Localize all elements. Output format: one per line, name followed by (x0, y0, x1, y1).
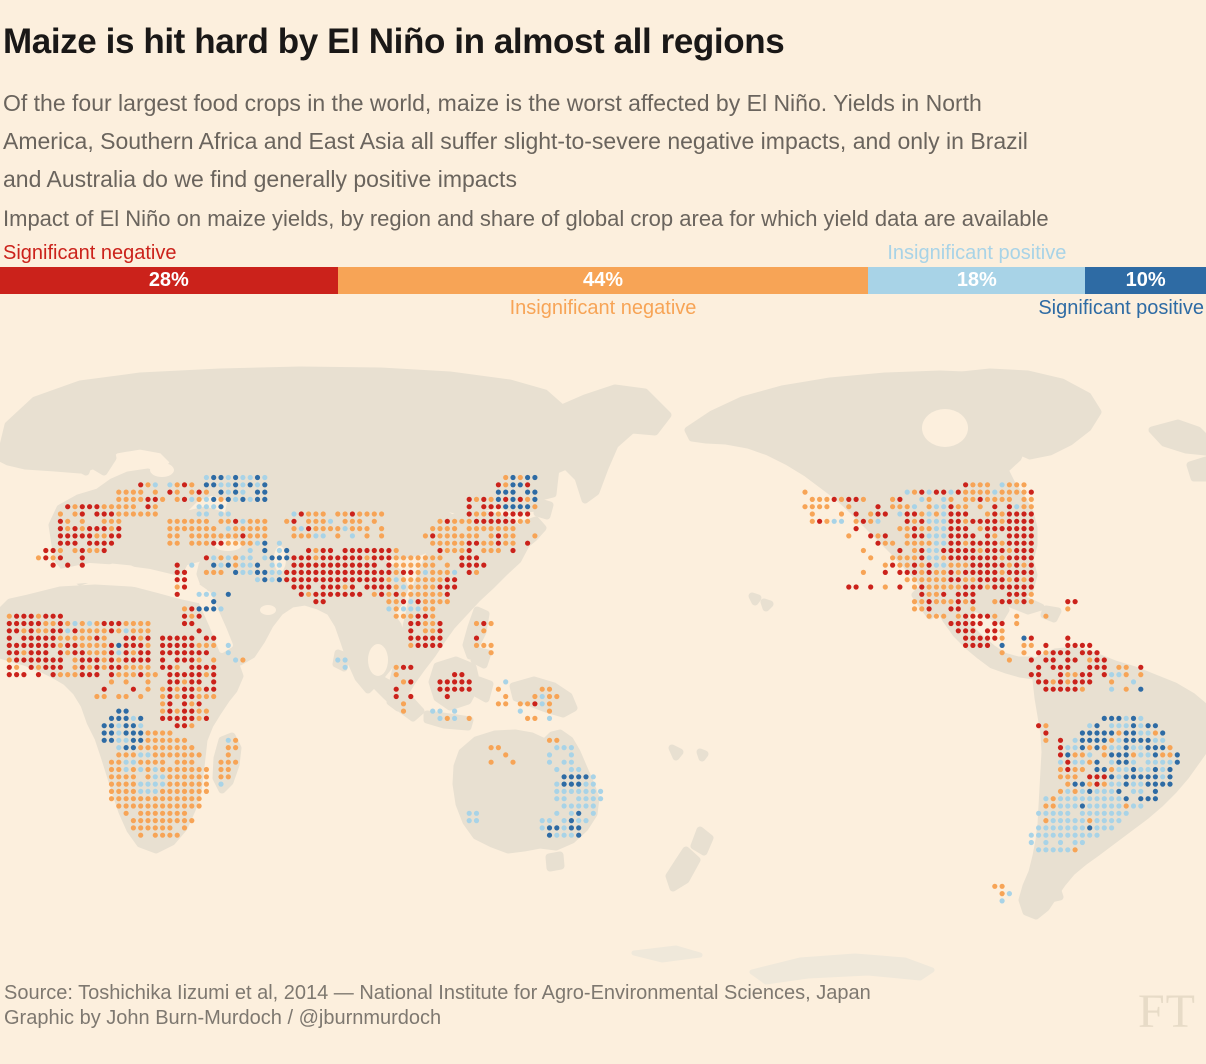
legend-label-IN: Insignificant negative (509, 297, 697, 319)
subtitle-line: and Australia do we find generally posit… (3, 166, 517, 192)
subtitle-line: America, Southern Africa and East Asia a… (3, 128, 1028, 154)
impact-share-bar: 28% 44% 18% 10% (0, 267, 1206, 294)
map-land (0, 366, 1206, 985)
map-dots (6, 474, 1180, 904)
credit-line: Graphic by John Burn-Murdoch / @jburnmur… (4, 1007, 442, 1029)
bar-segment-SN: 28% (0, 267, 338, 294)
bar-segment-value: 28% (148, 269, 189, 291)
page-subtitle: Of the four largest food crops in the wo… (3, 84, 1028, 198)
ft-logo: FT (1137, 985, 1196, 1038)
bar-segment-value: 10% (1125, 269, 1166, 291)
legend-label-SP: Significant positive (1038, 297, 1204, 319)
chart-description: Impact of El Niño on maize yields, by re… (3, 206, 1049, 231)
bar-segment-value: 44% (582, 269, 623, 291)
bar-segment-SP: 10% (1085, 267, 1206, 294)
page-title: Maize is hit hard by El Niño in almost a… (3, 22, 785, 61)
legend-label-IP: Insignificant positive (887, 242, 1067, 264)
bar-segment-IP: 18% (868, 267, 1086, 294)
subtitle-line: Of the four largest food crops in the wo… (3, 90, 982, 116)
legend-label-SN: Significant negative (3, 242, 177, 264)
bar-segment-IN: 44% (337, 267, 869, 294)
source-line: Source: Toshichika Iizumi et al, 2014 — … (4, 982, 871, 1004)
bar-segment-value: 18% (956, 269, 997, 291)
